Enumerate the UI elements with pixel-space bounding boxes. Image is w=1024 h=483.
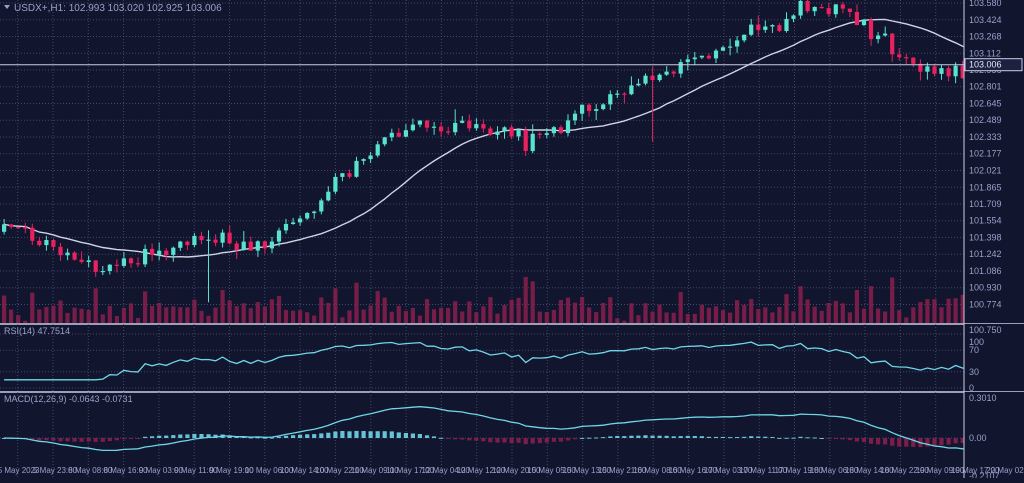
svg-text:102.333: 102.333: [969, 132, 1002, 142]
svg-text:102.021: 102.021: [969, 166, 1002, 176]
svg-text:103.268: 103.268: [969, 32, 1002, 42]
svg-text:101.554: 101.554: [969, 216, 1002, 226]
svg-text:102.801: 102.801: [969, 82, 1002, 92]
svg-text:MACD(12,26,9) -0.0643 -0.0731: MACD(12,26,9) -0.0643 -0.0731: [4, 394, 133, 404]
svg-text:103.112: 103.112: [969, 48, 1001, 58]
svg-text:103.424: 103.424: [969, 15, 1002, 25]
svg-text:102.177: 102.177: [969, 149, 1002, 159]
svg-text:USDX+,H1: 102.993 103.020 102.: USDX+,H1: 102.993 103.020 102.925 103.00…: [14, 3, 222, 14]
svg-text:100.774: 100.774: [969, 300, 1002, 310]
svg-text:101.242: 101.242: [969, 249, 1002, 259]
svg-text:0.3010: 0.3010: [969, 393, 997, 403]
svg-text:101.865: 101.865: [969, 182, 1002, 192]
svg-text:101.398: 101.398: [969, 232, 1002, 242]
svg-text:100.750: 100.750: [969, 325, 1002, 335]
svg-text:103.580: 103.580: [969, 0, 1002, 8]
svg-text:101.709: 101.709: [969, 199, 1002, 209]
svg-text:30: 30: [969, 367, 979, 377]
svg-text:100.930: 100.930: [969, 283, 1002, 293]
svg-text:103.006: 103.006: [969, 60, 1002, 70]
svg-text:102.645: 102.645: [969, 99, 1002, 109]
svg-text:22 May 02:00: 22 May 02:00: [986, 466, 1024, 475]
svg-text:70: 70: [969, 345, 979, 355]
svg-text:0.00: 0.00: [969, 433, 987, 443]
svg-text:RSI(14) 47.7514: RSI(14) 47.7514: [4, 326, 70, 336]
svg-text:102.489: 102.489: [969, 115, 1002, 125]
svg-text:101.086: 101.086: [969, 266, 1002, 276]
